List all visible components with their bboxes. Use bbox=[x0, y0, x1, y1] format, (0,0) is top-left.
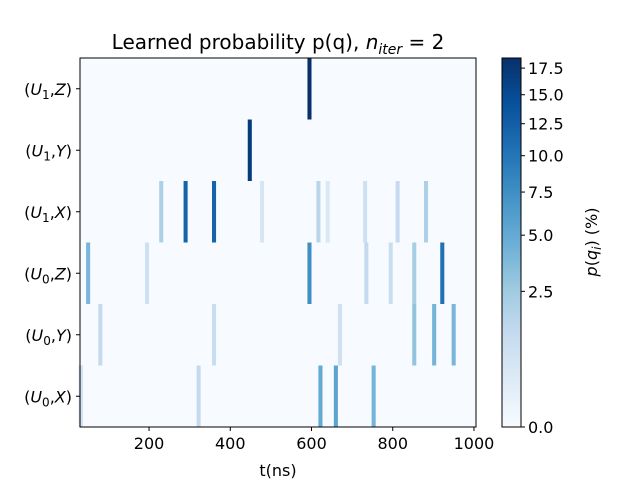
heatmap-cell bbox=[371, 365, 376, 427]
x-axis: 200 400 600 800 1000 bbox=[134, 427, 495, 453]
colorbar-tick-label: 0.0 bbox=[528, 418, 553, 437]
plot-area bbox=[80, 58, 476, 427]
y-tick-label: (U1,Z) bbox=[24, 80, 72, 102]
heatmap-cell bbox=[307, 58, 312, 120]
heatmap-cell bbox=[337, 304, 342, 366]
colorbar-tick-label: 17.5 bbox=[528, 59, 564, 78]
heatmap-cell bbox=[432, 304, 437, 366]
heatmap-cell bbox=[412, 304, 417, 366]
plot-frame bbox=[79, 57, 477, 428]
y-axis: (U1,Z) (U1,Y) (U1,X) (U0,Z) (U0,Y) (U0,X) bbox=[24, 80, 80, 409]
heatmap-cell bbox=[325, 181, 330, 243]
y-tick-label: (U1,Y) bbox=[25, 141, 72, 163]
heatmap-cell bbox=[333, 365, 338, 427]
heatmap-cell bbox=[259, 181, 264, 243]
heatmap-cell bbox=[307, 242, 312, 304]
x-tick-label: 200 bbox=[134, 434, 165, 453]
heatmap-cell bbox=[318, 365, 323, 427]
colorbar bbox=[501, 57, 522, 428]
heatmap-cell bbox=[159, 181, 164, 243]
colorbar-tick-label: 10.0 bbox=[528, 147, 564, 166]
heatmap-cell bbox=[388, 242, 393, 304]
chart-title: Learned probability p(q), niter = 2 bbox=[112, 30, 445, 58]
colorbar-label: p(qi) (%) bbox=[582, 208, 604, 278]
heatmap-cell bbox=[395, 181, 400, 243]
heatmap-cell bbox=[316, 181, 321, 243]
y-tick-label: (U0,Y) bbox=[25, 326, 72, 348]
colorbar-tick-label: 7.5 bbox=[528, 183, 553, 202]
heatmap-cell bbox=[86, 242, 91, 304]
heatmap-cell bbox=[183, 181, 188, 243]
colorbar-tick-label: 15.0 bbox=[528, 86, 564, 105]
colorbar-tick-label: 5.0 bbox=[528, 226, 553, 245]
heatmap-cell bbox=[247, 119, 252, 181]
heatmap-cell bbox=[144, 242, 150, 304]
colorbar-tick-label: 2.5 bbox=[528, 282, 553, 301]
heatmap-cell bbox=[212, 181, 217, 243]
heatmap-cell bbox=[424, 181, 429, 243]
heatmap-cell bbox=[196, 365, 201, 427]
heatmap-cell bbox=[440, 242, 445, 304]
heatmap-cell bbox=[412, 242, 417, 304]
heatmap-cell bbox=[364, 242, 369, 304]
y-tick-label: (U0,Z) bbox=[24, 264, 72, 286]
y-tick-label: (U0,X) bbox=[24, 387, 72, 409]
heatmap-cell bbox=[78, 365, 83, 427]
y-tick-label: (U1,X) bbox=[24, 203, 72, 225]
x-tick-label: 600 bbox=[296, 434, 327, 453]
colorbar-ticks: 0.0 2.5 5.0 7.5 10.0 12.5 15.0 17.5 bbox=[521, 59, 564, 437]
heatmap-cell bbox=[451, 304, 456, 366]
x-tick-label: 800 bbox=[377, 434, 408, 453]
x-tick-label: 400 bbox=[215, 434, 246, 453]
x-axis-label: t(ns) bbox=[259, 461, 296, 480]
heatmap-cells bbox=[78, 58, 456, 427]
heatmap-cell bbox=[98, 304, 103, 366]
x-tick-label: 1000 bbox=[454, 434, 495, 453]
colorbar-tick-label: 12.5 bbox=[528, 115, 564, 134]
heatmap-cell bbox=[363, 181, 368, 243]
heatmap-cell bbox=[212, 304, 217, 366]
